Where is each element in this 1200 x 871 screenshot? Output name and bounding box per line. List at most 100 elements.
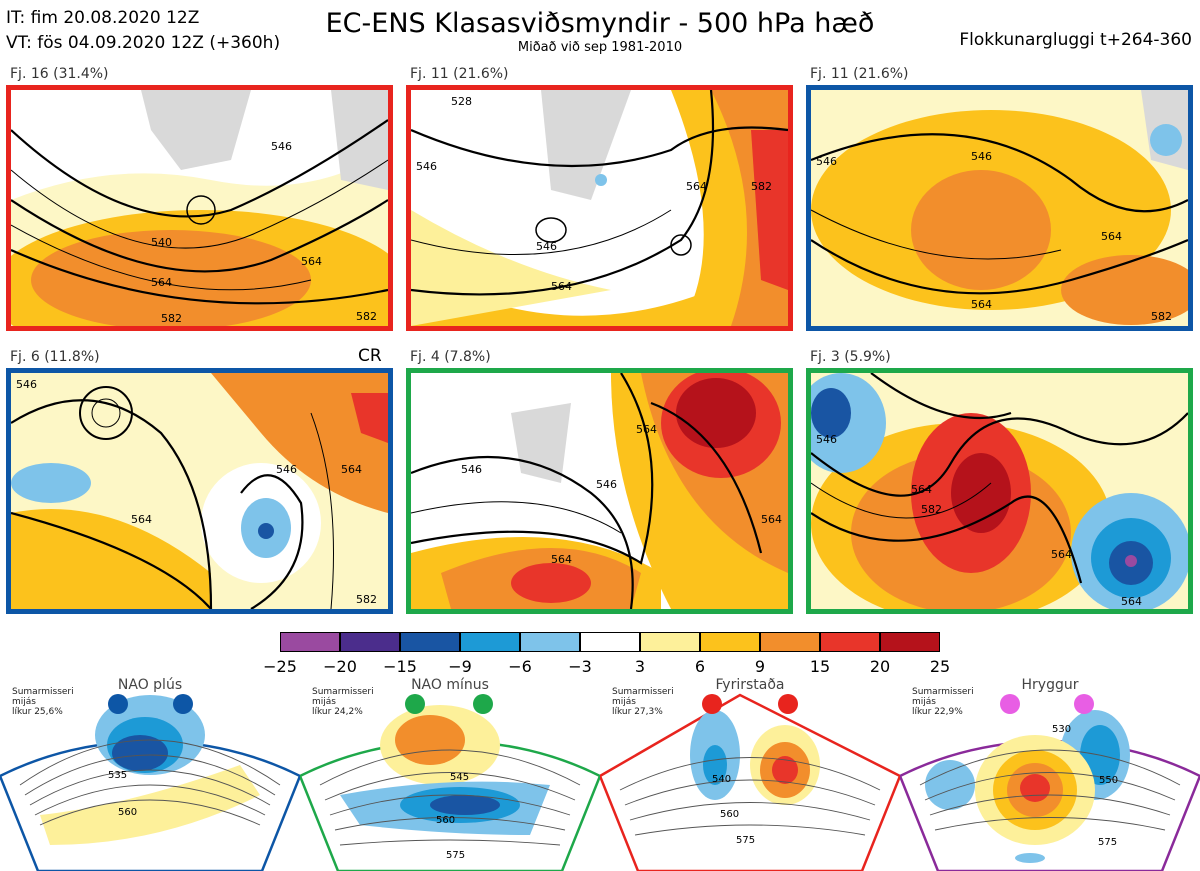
panel-1-label: Fj. 16 (31.4%) [10,66,109,82]
colorbar-tick: −15 [383,657,417,676]
regime-name: NAO plús [117,677,183,693]
colorbar-swatch [820,632,880,652]
contour-label: 582 [356,310,377,323]
regime-blocking: 540 560 575 Fyrirstaða Sumarmisseri mijá… [600,675,900,871]
panel-2-label: Fj. 11 (21.6%) [410,66,509,82]
contour-label: 535 [108,770,127,781]
contour-label: 564 [1121,595,1142,608]
window-label: Flokkunargluggi t+264-360 [959,30,1192,50]
colorbar-tick: −9 [448,657,472,676]
contour-label: 560 [720,809,739,820]
contour-label: 564 [131,513,152,526]
contour-label: 564 [301,255,322,268]
contour-label: 564 [911,483,932,496]
regime-ridge: 530 550 575 Hryggur Sumarmisseri mijás l… [900,675,1200,871]
regime-dot [108,694,128,714]
contour-label: 564 [686,180,707,193]
cluster-map-3: 546 546 564 564 582 [806,85,1193,331]
regime-dot [1000,694,1020,714]
regime-note-line: Sumarmisseri [12,687,74,697]
regime-note-line: Sumarmisseri [312,687,374,697]
regime-note: Sumarmisseri mijás líkur 25,6% [12,687,102,717]
contour-label: 564 [551,553,572,566]
contour-label: 564 [551,280,572,293]
contour-label: 582 [1151,310,1172,323]
contour-label: 546 [596,478,617,491]
colorbar-tick: −6 [508,657,532,676]
contour-label: 546 [416,160,437,173]
regime-note-line: mijás [612,697,636,707]
regime-note-line: líkur 24,2% [312,707,363,717]
contour-label: 564 [1051,548,1072,561]
regime-dot [702,694,722,714]
contour-label: 550 [1099,775,1118,786]
colorbar-tick: 3 [634,657,646,676]
contour-label: 546 [276,463,297,476]
contour-label: 564 [761,513,782,526]
regime-dot [173,694,193,714]
cluster-map-1: 540 564 582 546 564 582 [6,85,393,331]
valid-time: VT: fös 04.09.2020 12Z (+360h) [6,33,281,53]
contour-label: 546 [536,240,557,253]
colorbar-swatch [640,632,700,652]
regime-note: Sumarmisseri mijás líkur 24,2% [312,687,402,717]
colorbar-swatch [880,632,940,652]
cluster-map-5: 546 546 564 564 564 [406,368,793,614]
panel-6-label: Fj. 3 (5.9%) [810,349,891,365]
regime-name: NAO mínus [411,677,489,693]
contour-label: 582 [921,503,942,516]
colorbar-tick: 15 [809,657,831,676]
regime-dot [405,694,425,714]
contour-label: 575 [736,835,755,846]
regime-note: Sumarmisseri mijás líkur 22,9% [912,687,1002,717]
run-info: IT: fim 20.08.2020 12Z VT: fös 04.09.202… [6,6,280,56]
cluster-map-4: 546 546 564 564 582 [6,368,393,614]
contour-label: 546 [971,150,992,163]
contour-label: 564 [151,276,172,289]
contour-label: 564 [636,423,657,436]
panel-3-label: Fj. 11 (21.6%) [810,66,909,82]
contour-label: 546 [16,378,37,391]
contour-label: 546 [816,155,837,168]
cluster-map-6: 546 564 582 564 564 [806,368,1193,614]
colorbar-tick: 9 [754,657,766,676]
colorbar-swatch [760,632,820,652]
regime-dot [1074,694,1094,714]
regime-note-line: líkur 22,9% [912,707,963,717]
panel-4-label: Fj. 6 (11.8%) [10,349,100,365]
colorbar-tick: 20 [869,657,891,676]
cluster-map-2: 528 546 546 564 564 582 [406,85,793,331]
contour-label: 546 [461,463,482,476]
contour-label: 545 [450,772,469,783]
regime-note: Sumarmisseri mijás líkur 27,3% [612,687,702,717]
contour-label: 582 [751,180,772,193]
colorbar-tick: 25 [929,657,951,676]
contour-label: 564 [1101,230,1122,243]
panel-4-tag: CR [358,346,382,366]
contour-label: 564 [971,298,992,311]
page-title: EC-ENS Klasasviðsmyndir - 500 hPa hæð [325,8,875,39]
page-subtitle: Miðað við sep 1981-2010 [517,40,683,55]
contour-label: 560 [436,815,455,826]
colorbar-swatch [520,632,580,652]
colorbar-swatch [700,632,760,652]
colorbar-tick: −3 [568,657,592,676]
contour-label: 582 [161,312,182,325]
contour-label: 540 [712,774,731,785]
regime-nao-plus: 535 560 NAO plús Sumarmisseri mijás líku… [0,675,300,871]
regime-note-line: mijás [312,697,336,707]
regime-note-line: Sumarmisseri [912,687,974,697]
colorbar-swatch [340,632,400,652]
regime-dot [778,694,798,714]
contour-label: 528 [451,95,472,108]
contour-label: 546 [271,140,292,153]
contour-label: 560 [118,807,137,818]
regime-nao-minus: 545 560 575 NAO mínus Sumarmisseri mijás… [300,675,600,871]
contour-label: 540 [151,236,172,249]
contour-label: 546 [816,433,837,446]
contour-label: 575 [446,850,465,861]
regime-name: Fyrirstaða [715,677,785,693]
colorbar-swatch [580,632,640,652]
regime-note-line: mijás [912,697,936,707]
contour-label: 530 [1052,724,1071,735]
